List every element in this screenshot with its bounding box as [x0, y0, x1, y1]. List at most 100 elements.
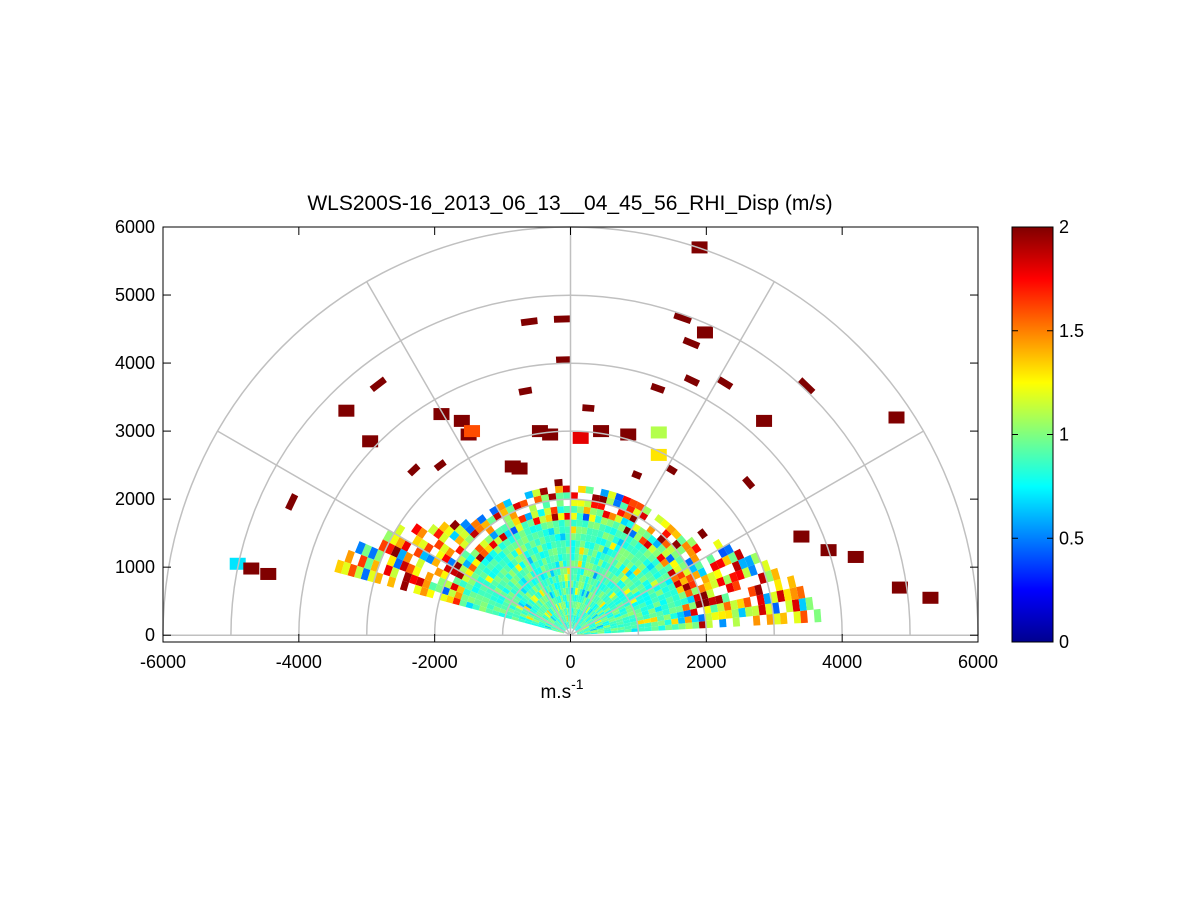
- range-gate-cell: [604, 630, 612, 634]
- range-gate-cell: [549, 534, 556, 542]
- range-gate-cell: [579, 619, 585, 626]
- range-gate-cell: [551, 626, 559, 631]
- range-gate-cell: [584, 633, 591, 635]
- range-gate-cell: [670, 549, 681, 560]
- range-gate-cell: [546, 609, 553, 616]
- range-gate-cell: [494, 563, 504, 572]
- y-tick-label: 6000: [115, 217, 155, 237]
- range-gate-cell: [628, 614, 637, 620]
- range-gate-cell: [576, 629, 584, 633]
- range-gate-cell: [675, 605, 684, 613]
- range-gate-cell: [533, 576, 540, 584]
- range-gate-cell: [354, 541, 366, 555]
- range-gate-cell: [743, 597, 752, 608]
- range-gate-cell: [524, 512, 533, 521]
- range-gate-cell: [566, 615, 569, 622]
- range-gate-cell: [530, 578, 538, 586]
- range-gate-cell: [570, 567, 575, 575]
- range-gate-cell: [518, 552, 527, 561]
- range-gate-cell: [485, 525, 495, 535]
- range-gate-cell: [583, 627, 590, 631]
- range-gate-cell: [529, 525, 537, 534]
- range-gate-cell: [664, 577, 674, 586]
- range-gate-cell: [587, 619, 594, 625]
- range-gate-cell: [595, 621, 603, 626]
- range-gate-cell: [502, 498, 513, 508]
- range-gate-cell: [524, 603, 532, 610]
- range-gate-cell: [582, 513, 590, 521]
- range-gate-cell: [583, 629, 591, 633]
- range-gate-cell: [526, 533, 534, 542]
- range-gate-cell: [383, 564, 393, 577]
- range-gate-cell: [538, 598, 545, 605]
- range-gate-cell: [540, 596, 547, 604]
- range-gate-cell: [606, 589, 614, 597]
- range-gate-cell: [604, 587, 612, 595]
- range-gate-cell: [570, 499, 578, 507]
- range-gate-cell: [579, 540, 586, 548]
- range-gate-cell: [600, 616, 608, 622]
- range-gate-cell: [334, 559, 345, 574]
- range-gate-cell: [596, 589, 603, 597]
- range-gate-cell: [652, 601, 661, 608]
- range-gate-cell: [389, 533, 400, 546]
- range-gate-cell: [680, 597, 689, 606]
- colorbar-tick-label: 1.5: [1059, 321, 1084, 341]
- range-gate-cell: [628, 572, 637, 581]
- range-gate-cell: [419, 586, 429, 597]
- range-gate-cell: [468, 563, 478, 573]
- polar-spoke: [217, 430, 571, 636]
- range-gate-cell: [629, 597, 638, 605]
- range-gate-cell: [484, 534, 494, 545]
- range-gate-cell: [787, 575, 797, 589]
- range-gate-cell: [625, 591, 634, 599]
- range-gate-cell: [577, 595, 581, 603]
- range-gate-cell: [527, 589, 535, 597]
- range-gate-cell: [608, 512, 617, 521]
- range-gate-cell: [553, 582, 559, 590]
- range-gate-cell: [630, 621, 638, 626]
- range-gate-cell: [642, 558, 652, 567]
- range-gate-cell: [570, 512, 577, 520]
- range-gate-cell: [706, 588, 715, 599]
- range-gate-cell: [567, 601, 570, 609]
- y-tick-label: 0: [145, 625, 155, 645]
- range-gate-cell: [507, 580, 515, 589]
- range-gate-cell: [520, 587, 528, 595]
- range-gate-cell: [433, 539, 445, 550]
- range-gate-cell: [489, 595, 498, 602]
- range-gate-cell: [508, 604, 516, 611]
- range-gate-cell: [524, 542, 532, 551]
- echo-patch: [260, 567, 277, 580]
- range-gate-cell: [540, 565, 547, 573]
- range-gate-cell: [621, 495, 632, 505]
- range-gate-cell: [497, 541, 507, 551]
- range-gate-cell: [501, 576, 510, 584]
- range-gate-cell: [554, 622, 560, 628]
- range-gate-cell: [558, 618, 564, 625]
- range-gate-cell: [523, 550, 531, 559]
- range-gate-cell: [605, 497, 615, 506]
- range-gate-cell: [520, 520, 530, 530]
- range-gate-cell: [540, 522, 548, 531]
- range-gate-cell: [733, 548, 745, 561]
- echo-patch: [464, 425, 481, 438]
- range-gate-cell: [610, 627, 618, 631]
- range-gate-cell: [575, 616, 579, 623]
- range-gate-cell: [611, 630, 618, 634]
- range-gate-cell: [542, 615, 549, 621]
- range-gate-cell: [608, 618, 616, 623]
- range-gate-cell: [538, 621, 546, 626]
- range-gate-cell: [621, 598, 630, 605]
- range-gate-cell: [543, 613, 550, 620]
- range-gate-cell: [611, 584, 619, 592]
- range-gate-cell: [594, 565, 601, 573]
- range-gate-cell: [570, 533, 576, 541]
- range-gate-cell: [504, 583, 513, 592]
- range-gate-cell: [473, 580, 483, 589]
- range-gate-cell: [576, 512, 584, 521]
- range-gate-cell: [462, 588, 472, 597]
- range-gate-cell: [723, 601, 732, 611]
- range-gate-cell: [604, 539, 612, 549]
- range-gate-cell: [386, 554, 397, 567]
